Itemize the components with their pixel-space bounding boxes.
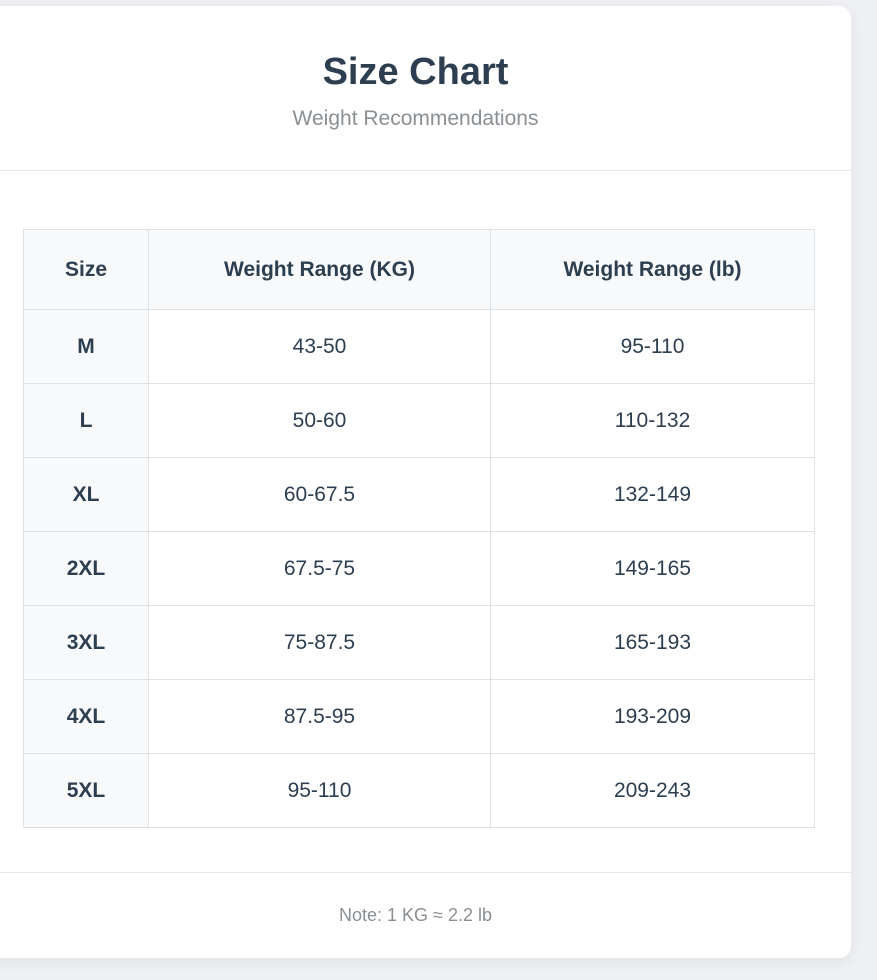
lb-range-cell: 165-193 [490, 605, 815, 680]
table-row: 5XL 95-110 209-243 [23, 753, 815, 828]
size-cell: 4XL [23, 679, 149, 754]
table-row: 4XL 87.5-95 193-209 [23, 679, 815, 754]
size-cell: M [23, 309, 149, 384]
table-row: M 43-50 95-110 [23, 309, 815, 384]
size-cell: L [23, 383, 149, 458]
kg-range-cell: 60-67.5 [148, 457, 491, 532]
page-title: Size Chart [322, 51, 509, 93]
table-row: XL 60-67.5 132-149 [23, 457, 815, 532]
table-row: L 50-60 110-132 [23, 383, 815, 458]
lb-range-cell: 209-243 [490, 753, 815, 828]
lb-range-cell: 132-149 [490, 457, 815, 532]
kg-range-cell: 75-87.5 [148, 605, 491, 680]
card-footer: Note: 1 KG ≈ 2.2 lb [0, 872, 851, 958]
lb-range-cell: 149-165 [490, 531, 815, 606]
kg-range-cell: 50-60 [148, 383, 491, 458]
size-cell: 3XL [23, 605, 149, 680]
kg-range-cell: 67.5-75 [148, 531, 491, 606]
size-chart-card: Size Chart Weight Recommendations Size W… [0, 6, 851, 958]
size-table: Size Weight Range (KG) Weight Range (lb)… [23, 229, 815, 828]
lb-range-cell: 95-110 [490, 309, 815, 384]
conversion-note: Note: 1 KG ≈ 2.2 lb [339, 905, 492, 925]
column-header-size: Size [23, 229, 149, 310]
column-header-kg: Weight Range (KG) [148, 229, 491, 310]
size-cell: 5XL [23, 753, 149, 828]
table-row: 2XL 67.5-75 149-165 [23, 531, 815, 606]
size-cell: XL [23, 457, 149, 532]
kg-range-cell: 87.5-95 [148, 679, 491, 754]
card-header: Size Chart Weight Recommendations [0, 6, 851, 171]
page-subtitle: Weight Recommendations [292, 107, 539, 130]
kg-range-cell: 95-110 [148, 753, 491, 828]
table-row: 3XL 75-87.5 165-193 [23, 605, 815, 680]
lb-range-cell: 193-209 [490, 679, 815, 754]
column-header-lb: Weight Range (lb) [490, 229, 815, 310]
table-header-row: Size Weight Range (KG) Weight Range (lb) [23, 229, 815, 310]
size-cell: 2XL [23, 531, 149, 606]
lb-range-cell: 110-132 [490, 383, 815, 458]
kg-range-cell: 43-50 [148, 309, 491, 384]
